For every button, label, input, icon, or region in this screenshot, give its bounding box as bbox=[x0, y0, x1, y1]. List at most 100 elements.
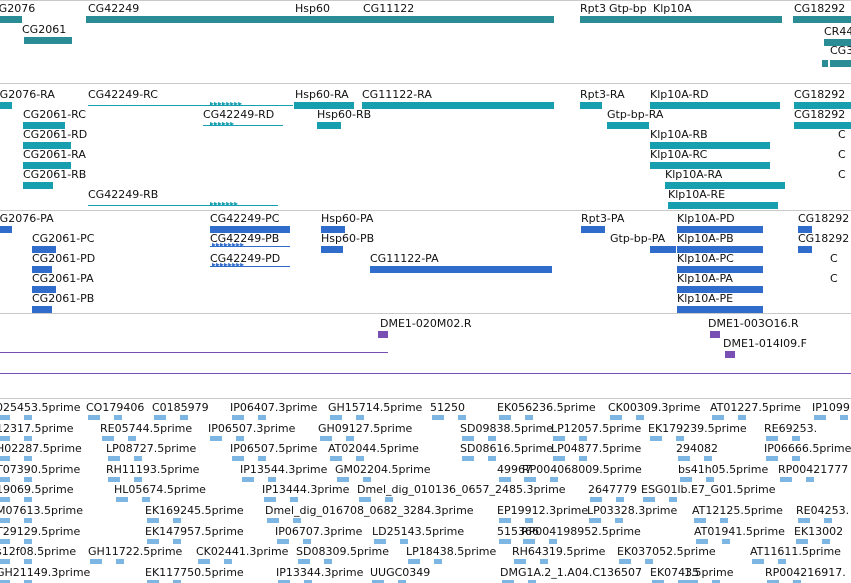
transcript-glyph[interactable] bbox=[317, 122, 341, 129]
est-glyph[interactable] bbox=[694, 518, 706, 523]
est-glyph[interactable] bbox=[24, 518, 32, 523]
est-glyph[interactable] bbox=[24, 476, 32, 482]
est-glyph[interactable] bbox=[499, 476, 511, 482]
est-glyph[interactable] bbox=[615, 518, 623, 523]
est-glyph[interactable] bbox=[550, 476, 558, 482]
est-glyph[interactable] bbox=[258, 415, 266, 420]
est-glyph[interactable] bbox=[0, 579, 10, 583]
est-glyph[interactable] bbox=[696, 538, 708, 544]
est-glyph[interactable] bbox=[780, 476, 792, 482]
est-glyph[interactable] bbox=[678, 579, 686, 583]
cds-glyph[interactable] bbox=[677, 266, 763, 273]
est-glyph[interactable] bbox=[579, 435, 587, 441]
est-glyph[interactable] bbox=[712, 579, 720, 583]
gene-glyph[interactable] bbox=[86, 16, 351, 23]
est-glyph[interactable] bbox=[264, 497, 276, 503]
cds-glyph[interactable] bbox=[581, 226, 605, 233]
est-glyph[interactable] bbox=[374, 538, 386, 544]
est-glyph[interactable] bbox=[356, 456, 364, 462]
est-glyph[interactable] bbox=[330, 456, 342, 462]
est-glyph[interactable] bbox=[147, 518, 159, 523]
est-glyph[interactable] bbox=[524, 476, 536, 482]
cds-glyph[interactable] bbox=[677, 246, 763, 253]
gene-glyph[interactable] bbox=[0, 16, 22, 23]
est-glyph[interactable] bbox=[704, 456, 712, 462]
gene-glyph[interactable] bbox=[652, 16, 782, 23]
est-glyph[interactable] bbox=[298, 559, 310, 565]
est-glyph[interactable] bbox=[102, 435, 114, 441]
est-glyph[interactable] bbox=[293, 518, 301, 523]
transcript-glyph[interactable] bbox=[580, 102, 602, 109]
cds-glyph[interactable] bbox=[321, 246, 343, 253]
est-glyph[interactable] bbox=[822, 538, 830, 544]
est-glyph[interactable] bbox=[645, 559, 653, 565]
est-glyph[interactable] bbox=[525, 415, 533, 420]
est-glyph[interactable] bbox=[706, 476, 714, 482]
cds-glyph[interactable] bbox=[32, 246, 56, 253]
est-glyph[interactable] bbox=[356, 415, 364, 420]
est-glyph[interactable] bbox=[242, 476, 254, 482]
est-glyph[interactable] bbox=[462, 435, 474, 441]
est-glyph[interactable] bbox=[514, 559, 526, 565]
est-glyph[interactable] bbox=[722, 538, 730, 544]
est-glyph[interactable] bbox=[147, 579, 159, 583]
transcript-glyph[interactable] bbox=[650, 162, 770, 169]
gene-glyph[interactable] bbox=[824, 39, 851, 46]
est-glyph[interactable] bbox=[676, 435, 684, 441]
est-glyph[interactable] bbox=[198, 559, 210, 565]
est-glyph[interactable] bbox=[523, 538, 535, 544]
est-glyph[interactable] bbox=[590, 497, 602, 503]
est-glyph[interactable] bbox=[540, 559, 548, 565]
est-glyph[interactable] bbox=[346, 435, 354, 441]
est-glyph[interactable] bbox=[363, 476, 371, 482]
gene-glyph[interactable] bbox=[822, 60, 828, 67]
cds-glyph[interactable] bbox=[321, 226, 345, 233]
transcript-glyph[interactable] bbox=[668, 202, 778, 209]
est-glyph[interactable] bbox=[232, 415, 244, 420]
est-glyph[interactable] bbox=[766, 456, 778, 462]
est-glyph[interactable] bbox=[798, 518, 810, 523]
est-glyph[interactable] bbox=[304, 579, 312, 583]
est-glyph[interactable] bbox=[528, 579, 536, 583]
est-glyph[interactable] bbox=[792, 456, 800, 462]
est-glyph[interactable] bbox=[154, 415, 166, 420]
cds-glyph[interactable] bbox=[798, 246, 812, 253]
est-glyph[interactable] bbox=[116, 497, 128, 503]
est-glyph[interactable] bbox=[408, 559, 420, 565]
est-glyph[interactable] bbox=[792, 435, 800, 441]
est-glyph[interactable] bbox=[462, 456, 474, 462]
transcript-glyph[interactable] bbox=[665, 182, 785, 189]
est-glyph[interactable] bbox=[90, 559, 102, 565]
est-glyph[interactable] bbox=[398, 579, 406, 583]
est-glyph[interactable] bbox=[24, 456, 32, 462]
est-glyph[interactable] bbox=[24, 435, 32, 441]
est-glyph[interactable] bbox=[793, 579, 801, 583]
est-glyph[interactable] bbox=[579, 456, 587, 462]
est-glyph[interactable] bbox=[806, 476, 814, 482]
est-glyph[interactable] bbox=[330, 415, 342, 420]
cds-glyph[interactable] bbox=[650, 246, 676, 253]
est-glyph[interactable] bbox=[180, 415, 188, 420]
est-glyph[interactable] bbox=[267, 518, 279, 523]
est-glyph[interactable] bbox=[320, 435, 332, 441]
est-glyph[interactable] bbox=[324, 559, 332, 565]
est-glyph[interactable] bbox=[134, 456, 142, 462]
est-glyph[interactable] bbox=[24, 415, 32, 420]
cds-glyph[interactable] bbox=[210, 226, 290, 233]
est-glyph[interactable] bbox=[277, 538, 289, 544]
est-glyph[interactable] bbox=[290, 497, 298, 503]
gene-glyph[interactable] bbox=[608, 16, 652, 23]
est-glyph[interactable] bbox=[720, 518, 728, 523]
est-glyph[interactable] bbox=[258, 456, 266, 462]
transcript-glyph[interactable] bbox=[294, 102, 354, 109]
est-glyph[interactable] bbox=[337, 476, 349, 482]
est-glyph[interactable] bbox=[24, 559, 32, 565]
cds-glyph[interactable] bbox=[32, 266, 52, 273]
clone-glyph[interactable] bbox=[710, 331, 720, 338]
est-glyph[interactable] bbox=[669, 497, 677, 503]
est-glyph[interactable] bbox=[142, 497, 150, 503]
est-glyph[interactable] bbox=[525, 518, 533, 523]
est-glyph[interactable] bbox=[553, 435, 565, 441]
est-glyph[interactable] bbox=[499, 518, 511, 523]
est-glyph[interactable] bbox=[224, 559, 232, 565]
